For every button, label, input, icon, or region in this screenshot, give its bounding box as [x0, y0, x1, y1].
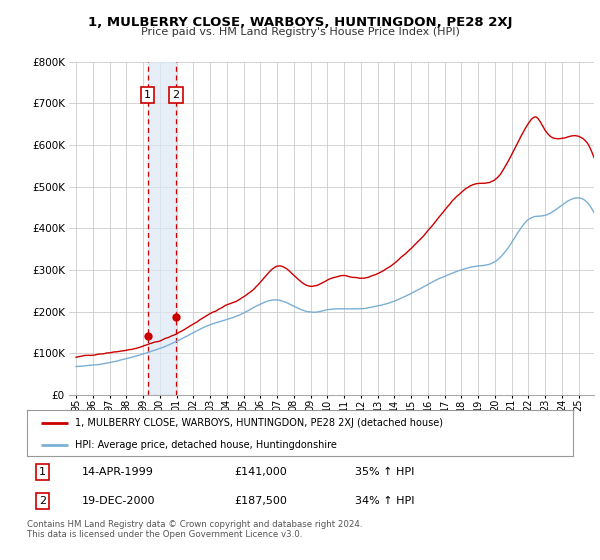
- Text: 34% ↑ HPI: 34% ↑ HPI: [355, 496, 414, 506]
- Text: Contains HM Land Registry data © Crown copyright and database right 2024.
This d: Contains HM Land Registry data © Crown c…: [27, 520, 362, 539]
- Text: HPI: Average price, detached house, Huntingdonshire: HPI: Average price, detached house, Hunt…: [75, 440, 337, 450]
- Text: 1: 1: [39, 467, 46, 477]
- Text: 14-APR-1999: 14-APR-1999: [82, 467, 154, 477]
- Text: Price paid vs. HM Land Registry's House Price Index (HPI): Price paid vs. HM Land Registry's House …: [140, 27, 460, 37]
- Text: 2: 2: [172, 90, 179, 100]
- Text: 2: 2: [39, 496, 46, 506]
- Text: 35% ↑ HPI: 35% ↑ HPI: [355, 467, 414, 477]
- Text: 1, MULBERRY CLOSE, WARBOYS, HUNTINGDON, PE28 2XJ: 1, MULBERRY CLOSE, WARBOYS, HUNTINGDON, …: [88, 16, 512, 29]
- Text: £141,000: £141,000: [235, 467, 287, 477]
- Bar: [148, 62, 176, 395]
- Text: £187,500: £187,500: [235, 496, 287, 506]
- Text: 19-DEC-2000: 19-DEC-2000: [82, 496, 155, 506]
- Text: 1, MULBERRY CLOSE, WARBOYS, HUNTINGDON, PE28 2XJ (detached house): 1, MULBERRY CLOSE, WARBOYS, HUNTINGDON, …: [75, 418, 443, 428]
- Text: 1: 1: [144, 90, 151, 100]
